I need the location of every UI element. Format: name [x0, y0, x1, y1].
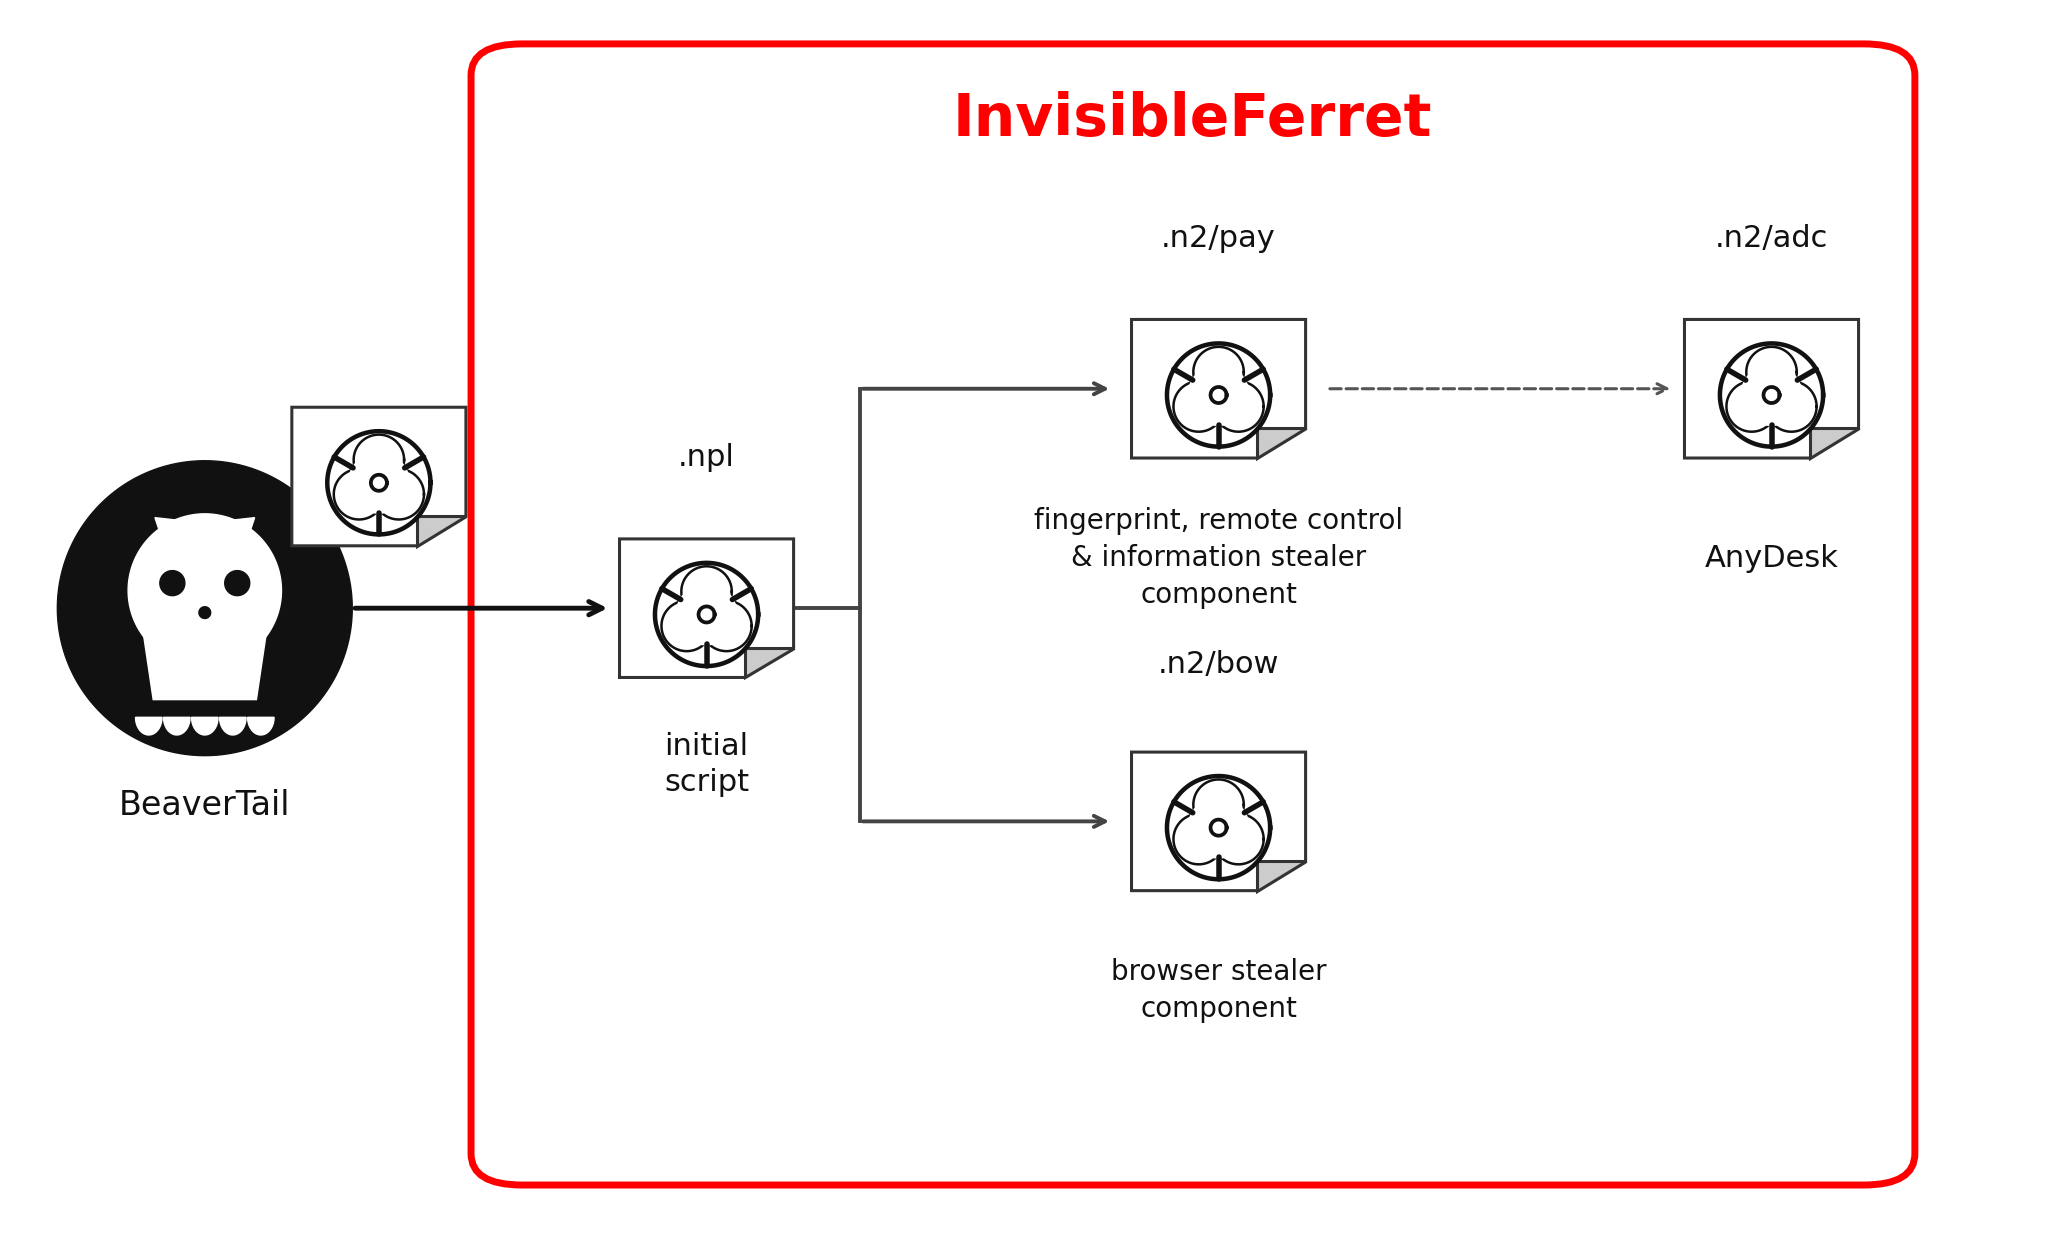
Polygon shape — [371, 475, 387, 490]
Text: browser stealer
component: browser stealer component — [1110, 958, 1327, 1023]
Polygon shape — [1188, 798, 1249, 858]
Polygon shape — [291, 408, 467, 545]
Polygon shape — [143, 631, 266, 700]
Polygon shape — [248, 717, 274, 735]
Text: .n2/bow: .n2/bow — [1157, 650, 1280, 680]
Polygon shape — [1188, 365, 1249, 425]
Polygon shape — [348, 453, 410, 513]
Text: .npl: .npl — [678, 443, 735, 473]
Polygon shape — [1212, 381, 1264, 431]
Polygon shape — [1130, 320, 1307, 458]
Polygon shape — [219, 717, 246, 735]
Polygon shape — [164, 717, 190, 735]
Polygon shape — [1194, 780, 1243, 830]
Polygon shape — [328, 431, 430, 534]
Polygon shape — [373, 469, 424, 519]
Polygon shape — [156, 518, 190, 540]
Polygon shape — [334, 469, 385, 519]
Polygon shape — [1257, 428, 1307, 458]
Polygon shape — [193, 717, 217, 735]
Polygon shape — [1194, 347, 1243, 398]
Polygon shape — [1210, 387, 1227, 403]
Polygon shape — [1210, 820, 1227, 835]
Polygon shape — [1167, 776, 1270, 879]
Polygon shape — [682, 567, 731, 617]
Polygon shape — [1747, 347, 1796, 398]
Polygon shape — [745, 647, 793, 677]
Polygon shape — [1174, 381, 1225, 431]
Polygon shape — [1765, 381, 1817, 431]
Polygon shape — [1810, 428, 1860, 458]
Polygon shape — [1683, 320, 1860, 458]
Polygon shape — [676, 584, 737, 645]
Polygon shape — [698, 607, 715, 622]
Polygon shape — [655, 563, 758, 666]
Text: AnyDesk: AnyDesk — [1704, 543, 1839, 573]
Polygon shape — [700, 601, 752, 651]
Text: BeaverTail: BeaverTail — [119, 789, 291, 821]
Polygon shape — [135, 717, 162, 735]
Polygon shape — [1720, 344, 1823, 446]
Polygon shape — [129, 514, 281, 667]
Text: .n2/pay: .n2/pay — [1161, 223, 1276, 253]
Polygon shape — [57, 460, 352, 756]
Polygon shape — [418, 515, 467, 545]
Text: .n2/adc: .n2/adc — [1714, 223, 1829, 253]
Polygon shape — [1212, 814, 1264, 864]
Polygon shape — [1726, 381, 1778, 431]
Polygon shape — [1763, 387, 1780, 403]
Polygon shape — [618, 539, 793, 677]
Text: InvisibleFerret: InvisibleFerret — [952, 90, 1432, 148]
Polygon shape — [1741, 365, 1802, 425]
Polygon shape — [354, 435, 403, 485]
Polygon shape — [225, 571, 250, 596]
Text: initial
script: initial script — [664, 732, 750, 798]
Polygon shape — [160, 571, 184, 596]
Polygon shape — [1167, 344, 1270, 446]
Polygon shape — [199, 607, 211, 618]
Polygon shape — [219, 518, 254, 540]
Text: fingerprint, remote control
& information stealer
component: fingerprint, remote control & informatio… — [1034, 507, 1403, 609]
Polygon shape — [1174, 814, 1225, 864]
Polygon shape — [1257, 860, 1307, 890]
Polygon shape — [662, 601, 713, 651]
Polygon shape — [1130, 752, 1307, 890]
